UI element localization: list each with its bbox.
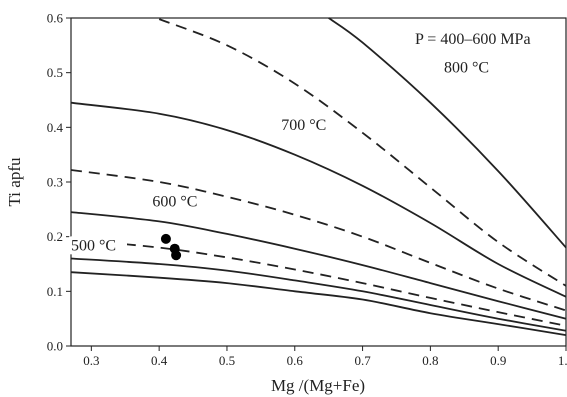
isotherm-curve-2: [70, 257, 567, 332]
isotherm-label-1: 800 °C: [444, 60, 489, 77]
data-point-3: [171, 250, 182, 261]
isotherm-curves: [70, 17, 567, 336]
x-tick-label: 0.9: [490, 353, 506, 368]
isotherm-label-4: 500 °C: [71, 237, 116, 254]
y-axis-title: Ti apfu: [5, 157, 24, 206]
isotherm-label-bg: [150, 192, 209, 211]
x-tick-label: 0.5: [219, 353, 235, 368]
isotherm-curve-7: [158, 18, 567, 287]
isotherm-curve-6: [70, 101, 567, 298]
x-tick-label: 0.3: [83, 353, 99, 368]
isotherm-label-3: 600 °C: [152, 194, 197, 211]
pressure-label: P = 400–600 MPa: [415, 31, 531, 48]
isotherm-curve-1: [70, 271, 567, 336]
data-point-1: [160, 233, 171, 244]
x-tick-label: 1.0: [558, 353, 567, 368]
y-tick-label: 0.6: [47, 11, 64, 26]
isotherm-label-bg: [279, 116, 338, 135]
isotherm-labels: 800 °C 700 °C 600 °C 500 °C: [69, 58, 500, 255]
isotherm-label-bg: [441, 58, 500, 77]
y-tick-label: 0.2: [47, 229, 63, 244]
y-axis-ticks: 0.0 0.1 0.2 0.3 0.4 0.5 0.6: [47, 11, 71, 354]
y-tick-label: 0.4: [47, 120, 64, 135]
x-tick-label: 0.7: [354, 353, 371, 368]
x-axis-title: Mg /(Mg+Fe): [271, 376, 365, 395]
x-tick-label: 0.4: [151, 353, 168, 368]
y-tick-label: 0.5: [47, 65, 63, 80]
isotherm-curve-4: [70, 211, 567, 320]
x-axis-ticks: 0.3 0.4 0.5 0.6 0.7 0.8 0.9 1.0: [83, 346, 567, 368]
isotherm-label-2: 700 °C: [281, 117, 326, 134]
data-points: [160, 233, 182, 261]
x-tick-label: 0.6: [287, 353, 304, 368]
y-tick-label: 0.0: [47, 339, 63, 354]
isotherm-curve-5: [70, 169, 567, 312]
y-tick-label: 0.1: [47, 284, 63, 299]
x-tick-label: 0.8: [422, 353, 438, 368]
isotherm-curve-3: [70, 238, 567, 327]
isotherm-label-bg: [69, 236, 127, 255]
y-tick-label: 0.3: [47, 175, 63, 190]
isotherm-curve-8: [328, 17, 567, 249]
